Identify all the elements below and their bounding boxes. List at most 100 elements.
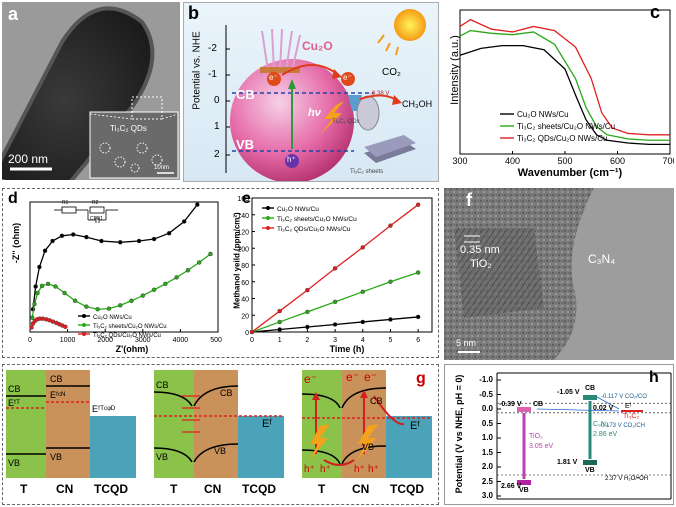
x-tick-label: 400 bbox=[505, 156, 520, 166]
data-point bbox=[118, 303, 123, 308]
g-electron-2: e⁻ bbox=[346, 370, 360, 384]
g-ef-2: Eᶠ bbox=[410, 420, 420, 432]
data-point bbox=[415, 314, 421, 320]
panel-h: h Potential (V vs NHE, pH = 0) -1.0 -0.5 0… bbox=[444, 364, 674, 505]
panel-e: 0 1 2 3 4 5 6 0 20 40 60 80 100 120 140 160 Cu₂O NWs/Cu T… bbox=[222, 190, 437, 356]
data-point bbox=[277, 319, 282, 325]
b-co2: CO₂ bbox=[382, 67, 401, 78]
y-tick-label: 100 bbox=[237, 246, 249, 253]
g-bottom: CN bbox=[204, 482, 222, 496]
g-bottom: TCQD bbox=[94, 482, 128, 496]
tem-image-a bbox=[2, 2, 180, 180]
panel-e-label: e bbox=[242, 190, 251, 207]
b-cb: CB bbox=[236, 87, 255, 102]
data-point bbox=[151, 287, 157, 292]
d-ylabel: -Z'' (ohm) bbox=[11, 222, 21, 264]
legend-label: Ti₃C₂ sheets/Cu₂O NWs/Cu bbox=[517, 122, 615, 131]
g-vb-5: VB bbox=[362, 442, 375, 452]
panel-g-label: g bbox=[416, 370, 426, 387]
g-hole-3: h⁺ bbox=[354, 464, 365, 475]
g-bottom: CN bbox=[352, 482, 370, 496]
b-tick: -2 bbox=[208, 43, 217, 54]
x-tick-label: 4 bbox=[361, 337, 365, 344]
h-c3n4-gap: 2.86 eV bbox=[593, 431, 618, 438]
panel-a: a 200 nm Ti₃C₂ QDs 10nm bbox=[2, 2, 180, 180]
inset-scale-label: 10nm bbox=[154, 165, 170, 171]
legend-marker bbox=[82, 314, 86, 318]
g-cb-1: CB bbox=[8, 384, 21, 394]
data-point bbox=[45, 281, 51, 287]
data-point bbox=[166, 231, 172, 236]
legend-label: Ti₃C₂ sheets/Cu₂O NWs/Cu bbox=[277, 216, 357, 223]
data-point bbox=[53, 284, 58, 289]
data-point bbox=[32, 301, 37, 307]
chart-d: 0 1000 2000 3000 4000 5000 Cu₂O NWs/Cu Ti₃C₂ sh… bbox=[28, 201, 222, 344]
b-hole: h⁺ bbox=[287, 155, 296, 164]
data-point bbox=[99, 238, 104, 244]
h-tio2-name: TiO₂ bbox=[529, 433, 543, 440]
series-line bbox=[32, 204, 198, 310]
d-xlabel: Z'(ohm) bbox=[115, 344, 149, 354]
data-point bbox=[196, 260, 202, 265]
g-cb-5: CB bbox=[370, 396, 383, 406]
g-bottom: TCQD bbox=[242, 482, 276, 496]
g-bottom: TCQD bbox=[390, 482, 424, 496]
data-point bbox=[332, 266, 338, 271]
legend-marker bbox=[266, 206, 270, 210]
b-potential: -0.38 V bbox=[370, 91, 390, 97]
data-point bbox=[33, 284, 38, 289]
band-diagram-g bbox=[6, 370, 432, 478]
h-redox1: -0.117 V CO₂/CO bbox=[601, 394, 647, 400]
data-point bbox=[37, 264, 42, 270]
series-line bbox=[31, 253, 211, 318]
data-point bbox=[174, 275, 179, 280]
data-point bbox=[277, 327, 282, 332]
data-point bbox=[63, 324, 68, 330]
h-redox2: 0.173 V CO₂/CH bbox=[601, 423, 646, 429]
panel-d: 0 1000 2000 3000 4000 5000 Cu₂O NWs/Cu Ti₃C₂ sh… bbox=[4, 190, 222, 356]
data-point bbox=[360, 289, 365, 295]
panel-f-label: f bbox=[466, 190, 472, 210]
x-tick-label: 6 bbox=[416, 337, 420, 344]
band-alignment-h bbox=[496, 372, 672, 500]
b-tick: -1 bbox=[208, 69, 217, 80]
b-tick: 1 bbox=[214, 121, 220, 132]
g-bottom: T bbox=[318, 482, 326, 496]
h-c3n4-name: C₃N₄ bbox=[593, 421, 609, 428]
circuit-diagram bbox=[54, 206, 118, 223]
x-tick-label: 700 bbox=[662, 156, 674, 166]
schematic-b bbox=[225, 9, 426, 181]
legend-label: Ti₃C₂ sheets/Cu₂O NWs/Cu bbox=[93, 324, 167, 330]
data-point bbox=[71, 232, 76, 237]
data-point bbox=[360, 245, 365, 250]
x-tick-label: 0 bbox=[250, 337, 254, 344]
data-point bbox=[59, 233, 65, 238]
f-scale: 5 nm bbox=[456, 338, 477, 348]
y-tick-label: 140 bbox=[237, 213, 249, 220]
x-tick-label: 2000 bbox=[97, 337, 113, 344]
h-ef: Eᶠ bbox=[625, 403, 632, 410]
g-electron-3: e⁻ bbox=[364, 370, 378, 384]
data-point bbox=[163, 281, 168, 287]
b-cu2o: Cu₂O bbox=[302, 39, 333, 53]
h-ylabel: Potential (V vs NHE, pH = 0) bbox=[454, 374, 464, 494]
data-point bbox=[118, 240, 123, 245]
h-tick-label: 2.5 bbox=[481, 476, 493, 486]
b-vb: VB bbox=[236, 137, 255, 152]
legend-label: Cu₂O NWs/Cu bbox=[93, 315, 132, 321]
circuit-cpe: CPE1 bbox=[90, 216, 104, 222]
g-eftcqd: Eᶠᵀᶜᵠᴰ bbox=[92, 404, 116, 414]
h-vb-2: VB bbox=[585, 467, 595, 474]
series-line bbox=[459, 29, 670, 141]
y-tick-label: 160 bbox=[237, 196, 249, 203]
h-tio2-gap: 3.05 eV bbox=[529, 443, 554, 450]
g-hole-2: h⁺ bbox=[320, 464, 331, 475]
h-redox3: 2.37 V H₂O/•OH bbox=[605, 476, 649, 482]
data-point bbox=[151, 236, 157, 242]
c-ylabel: Intensity (a.u.) bbox=[449, 35, 461, 105]
g-electron-1: e⁻ bbox=[304, 372, 318, 386]
data-point bbox=[29, 325, 34, 330]
data-point bbox=[305, 324, 310, 330]
h-c3n4-cb: -1.05 V bbox=[557, 389, 580, 396]
